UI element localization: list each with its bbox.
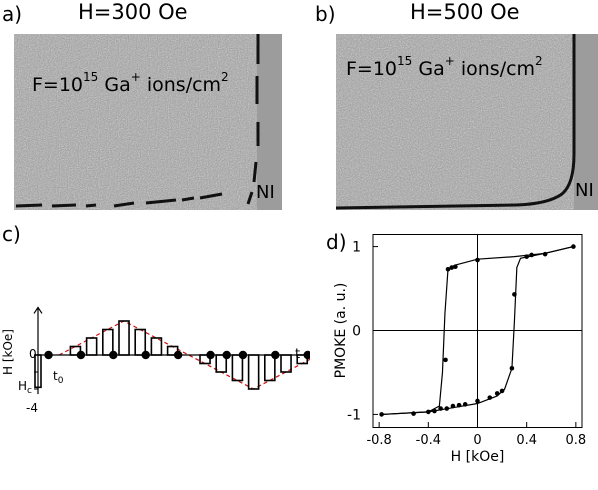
- c-measurement-point: [206, 350, 215, 360]
- d-y-tick-label: 0: [352, 324, 361, 340]
- c-measurement-point: [271, 350, 280, 360]
- panel-b-label: b): [315, 2, 336, 26]
- c-pulse-bar: [134, 328, 147, 356]
- d-data-point: [529, 252, 534, 258]
- d-x-tick-label: 0.8: [566, 433, 587, 448]
- fluence-species: Ga: [418, 58, 445, 80]
- c-t0: t0: [53, 369, 64, 386]
- d-data-point: [487, 395, 493, 400]
- c-tick-hc-main: H: [18, 379, 27, 393]
- domain-wall-b: [336, 34, 576, 210]
- fluence-prefix: F=10: [346, 58, 398, 80]
- c-measurement-point: [44, 350, 53, 360]
- c-tick-zero: 0: [29, 347, 37, 361]
- d-x-tick-label: -0.4: [416, 433, 441, 448]
- c-y-arrow: [33, 306, 43, 314]
- c-t0-main: t: [53, 369, 58, 383]
- fluence-charge: +: [130, 70, 141, 84]
- d-data-point: [475, 257, 480, 263]
- fluence-units: ions/cm: [146, 74, 222, 96]
- d-data-point: [456, 402, 462, 408]
- c-tick-hc: Hc: [18, 379, 32, 396]
- c-pulse-bar: [231, 354, 244, 382]
- domain-wall-a-bottom: [15, 192, 223, 208]
- d-data-point: [499, 388, 505, 394]
- d-y-tick-label: 1: [352, 240, 361, 256]
- d-data-point: [449, 265, 454, 270]
- d-data-point: [542, 251, 548, 257]
- c-xlabel: t: [295, 347, 300, 362]
- fluence-charge: +: [444, 54, 455, 68]
- panel-a-fluence: F=1015 Ga+ ions/cm2: [32, 70, 229, 96]
- d-data-point: [509, 365, 515, 371]
- fluence-units-exponent: 2: [221, 70, 229, 84]
- d-data-point: [444, 406, 450, 411]
- c-measurement-point: [141, 350, 150, 360]
- panel-b-title: H=500 Oe: [410, 0, 520, 24]
- c-ylabel: H [kOe]: [1, 329, 15, 375]
- d-data-point: [438, 406, 443, 411]
- panel-c-label: c): [2, 222, 21, 246]
- d-x-tick-label: 0.4: [516, 433, 537, 448]
- c-pulse-bar: [85, 337, 98, 356]
- c-measurement-point: [303, 350, 310, 360]
- fluence-units-exponent: 2: [535, 54, 543, 68]
- d-data-point: [475, 398, 480, 404]
- c-t0-sub: 0: [58, 376, 64, 386]
- c-measurement-point: [238, 350, 248, 360]
- c-tick-neg4: -4: [26, 401, 38, 415]
- c-pulse-bar: [118, 320, 130, 356]
- panel-b-image: [336, 34, 598, 210]
- fluence-exponent: 15: [83, 70, 99, 84]
- c-pulse-bar: [247, 354, 260, 390]
- d-x-tick-label: 0: [473, 433, 481, 448]
- c-pulse-bar: [102, 328, 114, 356]
- d-x-tick-label: -0.8: [366, 433, 391, 448]
- d-data-point: [494, 391, 500, 396]
- c-measurement-point: [109, 350, 118, 360]
- panel-a-ni-label: NI: [256, 182, 275, 203]
- d-ylabel: PMOKE (a. u.): [333, 283, 349, 379]
- fluence-units: ions/cm: [460, 58, 536, 80]
- d-data-point: [443, 357, 448, 363]
- domain-wall-a-vertical: [246, 34, 260, 205]
- c-tick-hc-sub: c: [27, 386, 32, 396]
- panel-a-micrograph: [14, 34, 282, 210]
- d-xlabel: H [kOe]: [451, 449, 505, 465]
- fluence-species: Ga: [104, 74, 131, 96]
- fluence-exponent: 15: [397, 54, 413, 68]
- panel-a-label: a): [2, 2, 23, 26]
- d-data-point: [462, 402, 468, 407]
- d-data-point: [445, 266, 451, 272]
- hysteresis-chart: -0.8 -0.4 0 0.4 0.8 1 0 -1 PMOKE (a. u.) H [kOe…: [333, 234, 587, 465]
- panel-a-title: H=300 Oe: [78, 0, 188, 24]
- panel-a-image: [14, 34, 282, 210]
- panel-b-ni-label: NI: [575, 180, 594, 201]
- d-data-point: [426, 409, 431, 415]
- c-measurement-point: [222, 350, 231, 360]
- c-measurement-point: [76, 350, 86, 360]
- d-data-point: [524, 254, 529, 259]
- d-data-point: [379, 412, 384, 417]
- d-data-point: [432, 408, 437, 414]
- d-data-point: [571, 244, 576, 249]
- fluence-prefix: F=10: [32, 74, 84, 96]
- d-data-point: [411, 411, 416, 416]
- d-data-point: [450, 403, 456, 409]
- c-pulse-bar: [263, 354, 276, 382]
- panel-b-fluence: F=1015 Ga+ ions/cm2: [346, 54, 543, 80]
- panel-d-label: d): [326, 230, 347, 254]
- d-y-tick-label: -1: [347, 407, 361, 423]
- d-data-point: [453, 264, 458, 270]
- d-data-point: [512, 292, 517, 297]
- c-measurement-point: [173, 350, 183, 360]
- panel-b-micrograph: [336, 34, 598, 210]
- pulse-sequence-chart: H [kOe] t 0 Hc -4 t0: [1, 306, 310, 415]
